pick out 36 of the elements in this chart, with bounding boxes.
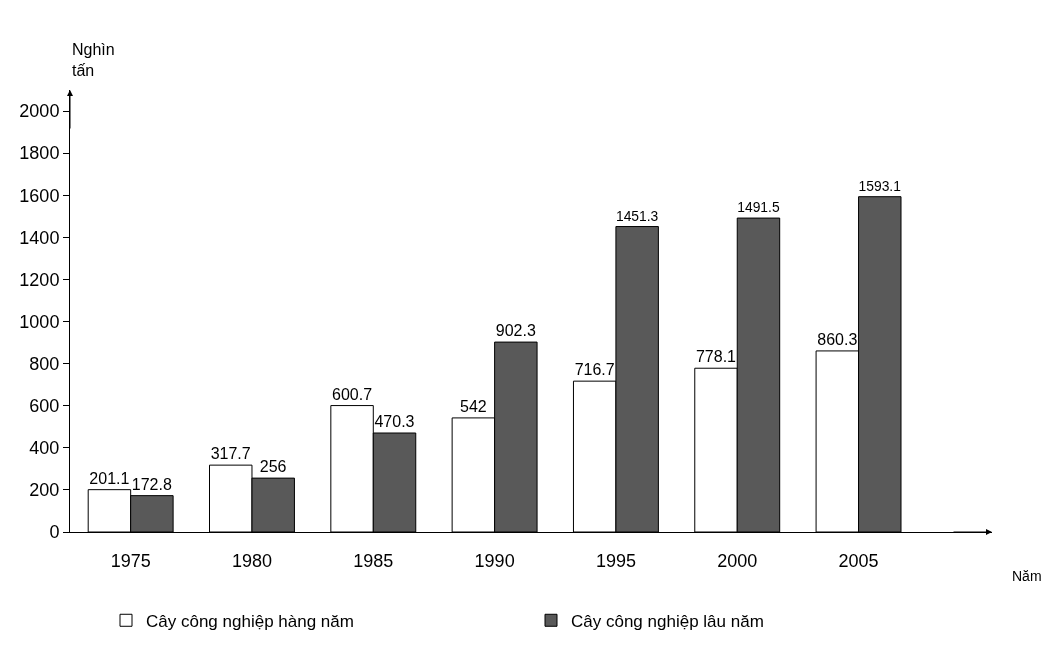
x-tick-label: 1985: [353, 550, 394, 571]
x-tick-label: 1975: [110, 550, 151, 571]
y-tick-label: 2000: [19, 101, 60, 122]
x-tick-label: 1995: [595, 550, 636, 571]
y-tick-label: 1600: [19, 185, 60, 206]
y-tick-label: 1400: [19, 227, 60, 248]
data-label: 1593.1: [858, 178, 902, 195]
y-tick-label: 0: [49, 522, 60, 543]
y-tick-label: 1200: [19, 269, 60, 290]
data-label: 542: [459, 397, 487, 415]
data-label: 1451.3: [615, 207, 659, 224]
y-tick-label: 1000: [19, 311, 60, 332]
data-label: 172.8: [131, 475, 172, 493]
data-label: 1491.5: [737, 199, 780, 216]
y-tick-label: 200: [29, 480, 60, 501]
data-label: 902.3: [495, 322, 536, 340]
data-label: 201.1: [89, 469, 130, 487]
legend-label: Cây công nghiệp lâu năm: [571, 611, 764, 631]
x-tick-label: 1990: [474, 550, 515, 571]
y-tick-label: 1800: [19, 143, 60, 164]
data-label: 256: [259, 458, 287, 476]
data-label: 317.7: [210, 445, 251, 463]
y-tick-label: 600: [29, 396, 60, 417]
data-label: 716.7: [574, 361, 615, 379]
y-tick-label: 400: [29, 438, 60, 459]
y-tick-label: 800: [29, 353, 60, 374]
data-label: 778.1: [695, 348, 737, 366]
x-tick-label: 2000: [717, 550, 758, 571]
data-label: 860.3: [817, 330, 858, 348]
x-tick-label: 2005: [838, 550, 879, 571]
y-axis-title: Nghìn tấn: [72, 41, 115, 79]
legend-label: Cây công nghiệp hàng năm: [146, 611, 354, 631]
data-label: 600.7: [331, 385, 373, 403]
x-tick-label: 1980: [231, 550, 272, 571]
x-axis-title: Năm: [1012, 568, 1042, 584]
data-label: 470.3: [374, 413, 415, 431]
